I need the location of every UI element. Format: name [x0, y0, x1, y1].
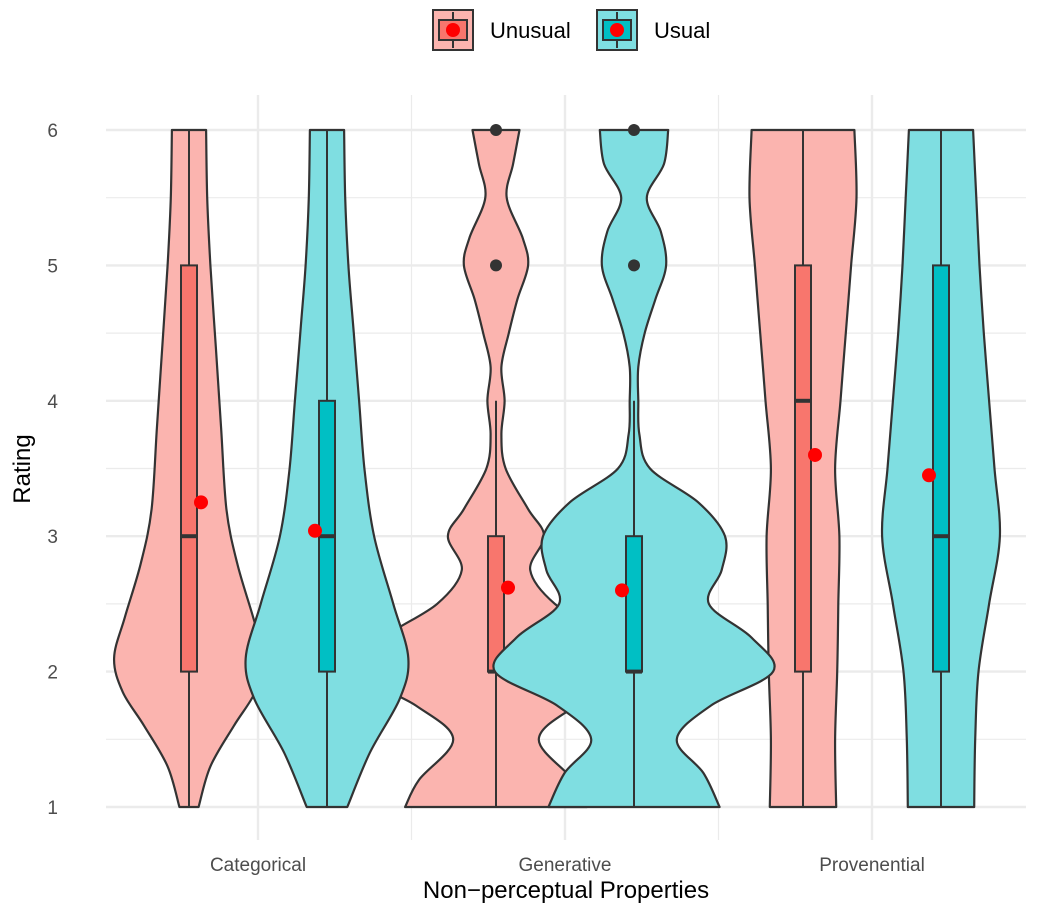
x-axis-title: Non−perceptual Properties	[423, 877, 709, 904]
y-tick-label: 3	[47, 527, 58, 548]
box	[625, 535, 643, 673]
x-tick-label: Provenential	[819, 855, 925, 876]
mean-point	[808, 447, 822, 462]
x-axis-ticks: Categorical Generative Provenential	[210, 855, 925, 876]
mean-point	[308, 523, 322, 538]
y-tick-label: 5	[47, 256, 58, 277]
mean-point	[922, 468, 936, 483]
mean-point	[615, 583, 629, 598]
violin-group	[112, 128, 266, 809]
outlier-point	[490, 124, 502, 136]
box	[180, 264, 198, 673]
legend-item: Unusual	[432, 9, 571, 51]
violin-group	[244, 128, 410, 809]
x-tick-label: Categorical	[210, 855, 306, 876]
grid	[106, 95, 1026, 840]
y-tick-label: 2	[47, 663, 58, 684]
violin-group	[748, 128, 858, 809]
y-tick-label: 6	[47, 121, 58, 142]
box	[794, 264, 812, 673]
y-tick-label: 4	[47, 392, 58, 413]
outlier-point	[628, 124, 640, 136]
legend-key-mean	[446, 23, 460, 37]
violin-group	[880, 128, 1002, 809]
box	[932, 264, 950, 673]
violin-group	[492, 124, 776, 809]
outlier-point	[628, 259, 640, 272]
y-axis-title: Rating	[9, 434, 36, 503]
plot-area	[112, 124, 1002, 809]
legend: Unusual Usual	[432, 9, 710, 51]
x-tick-label: Generative	[519, 855, 612, 876]
legend-label: Usual	[654, 18, 710, 43]
mean-point	[194, 495, 208, 510]
outlier-point	[490, 259, 502, 272]
y-tick-label: 1	[47, 798, 58, 819]
legend-key-mean	[610, 23, 624, 37]
legend-item: Usual	[596, 9, 710, 51]
mean-point	[501, 580, 515, 595]
legend-label: Unusual	[490, 18, 571, 43]
y-axis-ticks: 1 2 3 4 5 6	[47, 121, 58, 819]
